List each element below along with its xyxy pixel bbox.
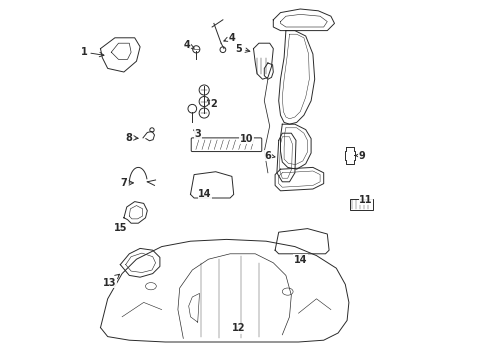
Text: 14: 14	[198, 189, 211, 199]
Text: 1: 1	[81, 47, 104, 57]
Text: 6: 6	[264, 150, 274, 161]
Text: 4: 4	[183, 40, 194, 50]
Text: 5: 5	[235, 44, 249, 54]
Text: 12: 12	[232, 323, 245, 333]
Text: 15: 15	[113, 222, 127, 233]
Text: 13: 13	[102, 274, 119, 288]
Text: 10: 10	[239, 134, 252, 144]
Text: 8: 8	[125, 132, 138, 143]
Text: 11: 11	[359, 195, 372, 205]
Bar	[349, 199, 372, 210]
Text: 4: 4	[224, 33, 235, 43]
Text: 7: 7	[120, 178, 133, 188]
Text: 3: 3	[193, 129, 201, 139]
Text: 14: 14	[293, 254, 306, 265]
Text: 2: 2	[207, 99, 217, 109]
Text: 9: 9	[354, 150, 364, 161]
